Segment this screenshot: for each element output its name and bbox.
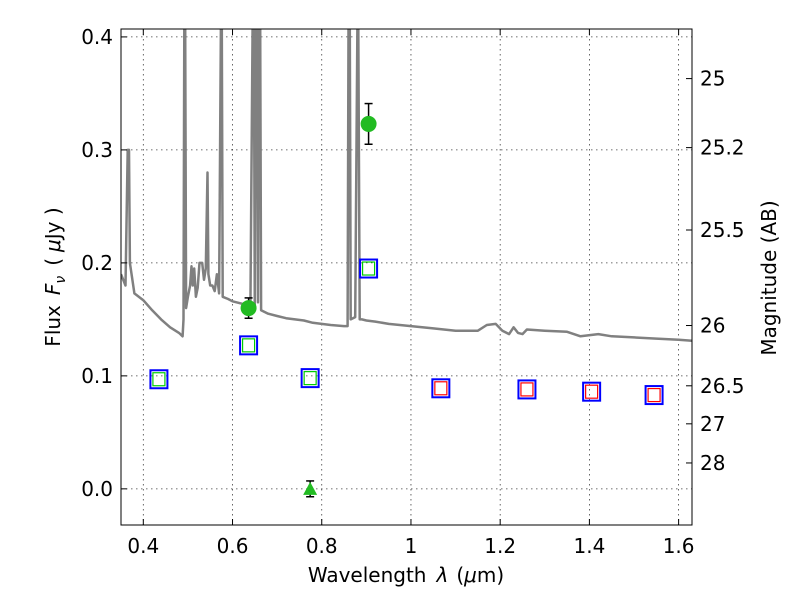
- photometry-markers: [149, 102, 664, 498]
- x-tick-label: 1.6: [663, 534, 695, 558]
- model-square-marker: [149, 369, 169, 390]
- plot-frame: [120, 28, 693, 526]
- x-tick-label: 1.2: [484, 534, 516, 558]
- detection-circle-marker: [240, 300, 257, 317]
- detection-circle-marker: [360, 115, 377, 132]
- x-tick-label: 0.4: [127, 534, 159, 558]
- model-square-inner: [520, 382, 534, 397]
- spectrum-line: [121, 29, 692, 343]
- model-square-inner: [303, 371, 317, 386]
- model-square-marker: [359, 258, 379, 279]
- x-tick-label: 1: [405, 534, 418, 558]
- model-square-marker: [239, 335, 259, 356]
- model-square-inner: [361, 261, 376, 276]
- model-square-inner: [647, 387, 661, 403]
- y2-tick-label: 25.5: [700, 218, 745, 242]
- model-square-inner: [434, 381, 448, 396]
- y-tick-label: 0.4: [81, 25, 113, 49]
- model-square-marker: [644, 385, 664, 406]
- model-square-marker: [431, 378, 451, 399]
- y2-tick-label: 25.2: [700, 136, 745, 160]
- y2-tick-label: 25: [700, 67, 725, 91]
- model-square-marker: [300, 368, 320, 389]
- model-square-inner: [585, 384, 599, 399]
- x-axis-label: Wavelength λ (μm): [308, 563, 504, 587]
- y2-tick-label: 26.5: [700, 374, 745, 398]
- y-axis-label: FluxFν(μJy ): [41, 207, 69, 346]
- tick-labels: 0.4 0.6 0.8 1 1.2 1.4 1.6 0.0 0.1 0.2 0.3 0.4 25 25.2…: [81, 25, 744, 558]
- y2-tick-label: 26: [700, 314, 725, 338]
- model-spectrum: [121, 29, 692, 343]
- x-tick-label: 1.4: [573, 534, 605, 558]
- model-square-inner: [241, 338, 256, 353]
- x-tick-label: 0.6: [217, 534, 249, 558]
- y-tick-label: 0.3: [81, 138, 113, 162]
- axis-ticks: [121, 29, 692, 525]
- y-tick-label: 0.1: [81, 364, 113, 388]
- y-tick-label: 0.2: [81, 251, 113, 275]
- model-square-inner: [152, 372, 166, 387]
- model-square-marker: [582, 381, 602, 402]
- y2-axis-label: Magnitude (AB): [757, 200, 781, 355]
- plot-background: [121, 29, 692, 525]
- y2-tick-label: 28: [700, 451, 725, 475]
- x-tick-label: 0.8: [306, 534, 338, 558]
- y2-tick-label: 27: [700, 412, 725, 436]
- model-square-marker: [517, 379, 537, 400]
- y-tick-label: 0.0: [81, 477, 113, 501]
- grid: [121, 29, 692, 525]
- upper-limit-triangle-marker: [303, 481, 318, 495]
